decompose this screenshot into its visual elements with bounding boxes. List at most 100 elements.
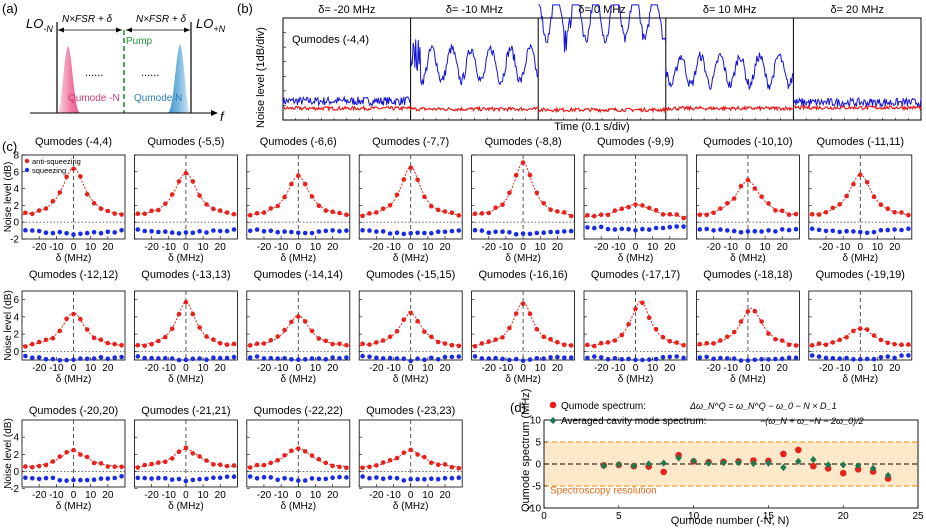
squeezing-point — [30, 228, 35, 233]
x-tick-label: -10 — [49, 242, 64, 253]
anti-squeezing-trace — [538, 4, 667, 53]
anti-squeezing-point — [84, 327, 90, 332]
y-tick-label: 5 — [535, 438, 541, 449]
anti-squeezing-point — [534, 190, 540, 196]
x-tick-label: -20 — [32, 490, 47, 501]
squeezing-point — [360, 353, 365, 359]
squeezing-point — [422, 477, 427, 482]
anti-squeezing-point — [282, 194, 287, 200]
anti-squeezing-point — [163, 459, 168, 465]
qumode-spectrum-point — [810, 462, 817, 470]
anti-squeezing-point — [592, 343, 597, 349]
legend-cavity-marker — [549, 417, 557, 424]
x-tick-label: -10 — [274, 490, 289, 501]
squeezing-point — [163, 229, 168, 234]
squeezing-point — [568, 228, 574, 234]
squeezing-point — [500, 229, 505, 234]
squeezing-point — [568, 355, 574, 360]
anti-squeezing-point — [660, 334, 666, 340]
anti-squeezing-point — [674, 212, 679, 217]
legend-cavity-label: Averaged cavity mode spectrum: — [561, 416, 706, 427]
x-tick-label: -10 — [162, 363, 177, 374]
frequency-axis-label: f — [220, 109, 225, 124]
squeezing-point — [224, 355, 230, 361]
squeezing-point — [864, 230, 870, 236]
squeezing-point — [156, 356, 161, 361]
anti-squeezing-point — [176, 449, 182, 455]
subplot: Qumodes (-21,21) -20 -10 0 10 20 δ (MHz) — [133, 405, 238, 512]
anti-squeezing-point — [646, 205, 652, 211]
anti-squeezing-point — [360, 341, 365, 347]
squeezing-point — [507, 230, 512, 235]
squeezing-point — [50, 475, 56, 481]
squeezing-point — [858, 356, 863, 362]
anti-squeezing-point — [779, 338, 785, 343]
squeezing-point — [380, 229, 386, 234]
anti-squeezing-point — [548, 207, 553, 212]
qumode-right-peak — [168, 44, 190, 113]
squeezing-point — [64, 357, 69, 363]
anti-squeezing-point — [112, 211, 117, 216]
y-tick-label: 0 — [535, 460, 541, 471]
anti-squeezing-point — [261, 210, 267, 215]
arrowhead-icon — [184, 27, 190, 33]
anti-squeezing-point — [786, 342, 792, 348]
squeezing-point — [309, 356, 315, 361]
anti-squeezing-point — [112, 464, 117, 470]
x-tick-label: -10 — [499, 242, 514, 253]
x-tick-label: 0 — [183, 242, 189, 253]
x-tick-label: -10 — [499, 363, 514, 374]
squeezing-point — [513, 232, 519, 237]
anti-squeezing-point — [282, 453, 287, 458]
lo-left-label: LO-N — [26, 16, 53, 34]
anti-squeezing-point — [816, 341, 822, 346]
anti-squeezing-point — [23, 464, 28, 469]
squeezing-point — [78, 356, 83, 361]
anti-squeezing-point — [135, 343, 141, 348]
squeezing-point — [316, 476, 322, 482]
anti-squeezing-point — [337, 341, 342, 347]
anti-squeezing-point — [851, 181, 856, 187]
anti-squeezing-point — [415, 318, 420, 324]
squeezing-point — [156, 475, 161, 481]
squeezing-point — [302, 230, 308, 236]
anti-squeezing-point — [766, 331, 771, 336]
squeezing-point — [408, 358, 414, 364]
squeezing-point — [786, 227, 792, 233]
squeezing-point — [380, 356, 386, 361]
squeezing-point — [183, 478, 189, 484]
squeezing-point — [71, 477, 76, 483]
squeezing-point — [156, 229, 161, 235]
anti-squeezing-point — [91, 200, 97, 206]
squeezing-point — [513, 356, 519, 362]
squeezing-point — [548, 229, 553, 235]
squeezing-point — [275, 477, 281, 483]
qumode-spectrum-point — [780, 450, 787, 458]
anti-squeezing-point — [619, 332, 625, 338]
squeezing-point — [830, 356, 836, 361]
anti-squeezing-point — [612, 338, 618, 343]
x-tick-label: -20 — [819, 363, 834, 374]
squeezing-point — [718, 355, 723, 361]
x-tick-label: 10 — [310, 242, 322, 253]
x-tick-label: -10 — [611, 363, 626, 374]
anti-squeezing-point — [387, 203, 393, 208]
anti-squeezing-point — [289, 319, 294, 325]
squeezing-point — [731, 356, 737, 361]
anti-squeezing-point — [50, 198, 56, 204]
x-tick-label: 20 — [889, 363, 901, 374]
squeezing-point — [224, 474, 230, 480]
anti-squeezing-point — [344, 212, 349, 217]
squeezing-point — [472, 354, 478, 359]
squeezing-point — [275, 356, 281, 361]
squeezing-point — [837, 356, 842, 361]
squeezing-point — [268, 475, 274, 480]
anti-squeezing-point — [864, 327, 870, 332]
x-tick-label: 10 — [422, 242, 434, 253]
y-tick-label: 6 — [13, 167, 19, 178]
anti-squeezing-point — [562, 210, 567, 215]
anti-squeezing-point — [169, 456, 175, 461]
x-tick-label: -10 — [162, 490, 177, 501]
cavity-spectrum-point — [600, 462, 608, 470]
legend-anti-marker — [24, 158, 30, 164]
